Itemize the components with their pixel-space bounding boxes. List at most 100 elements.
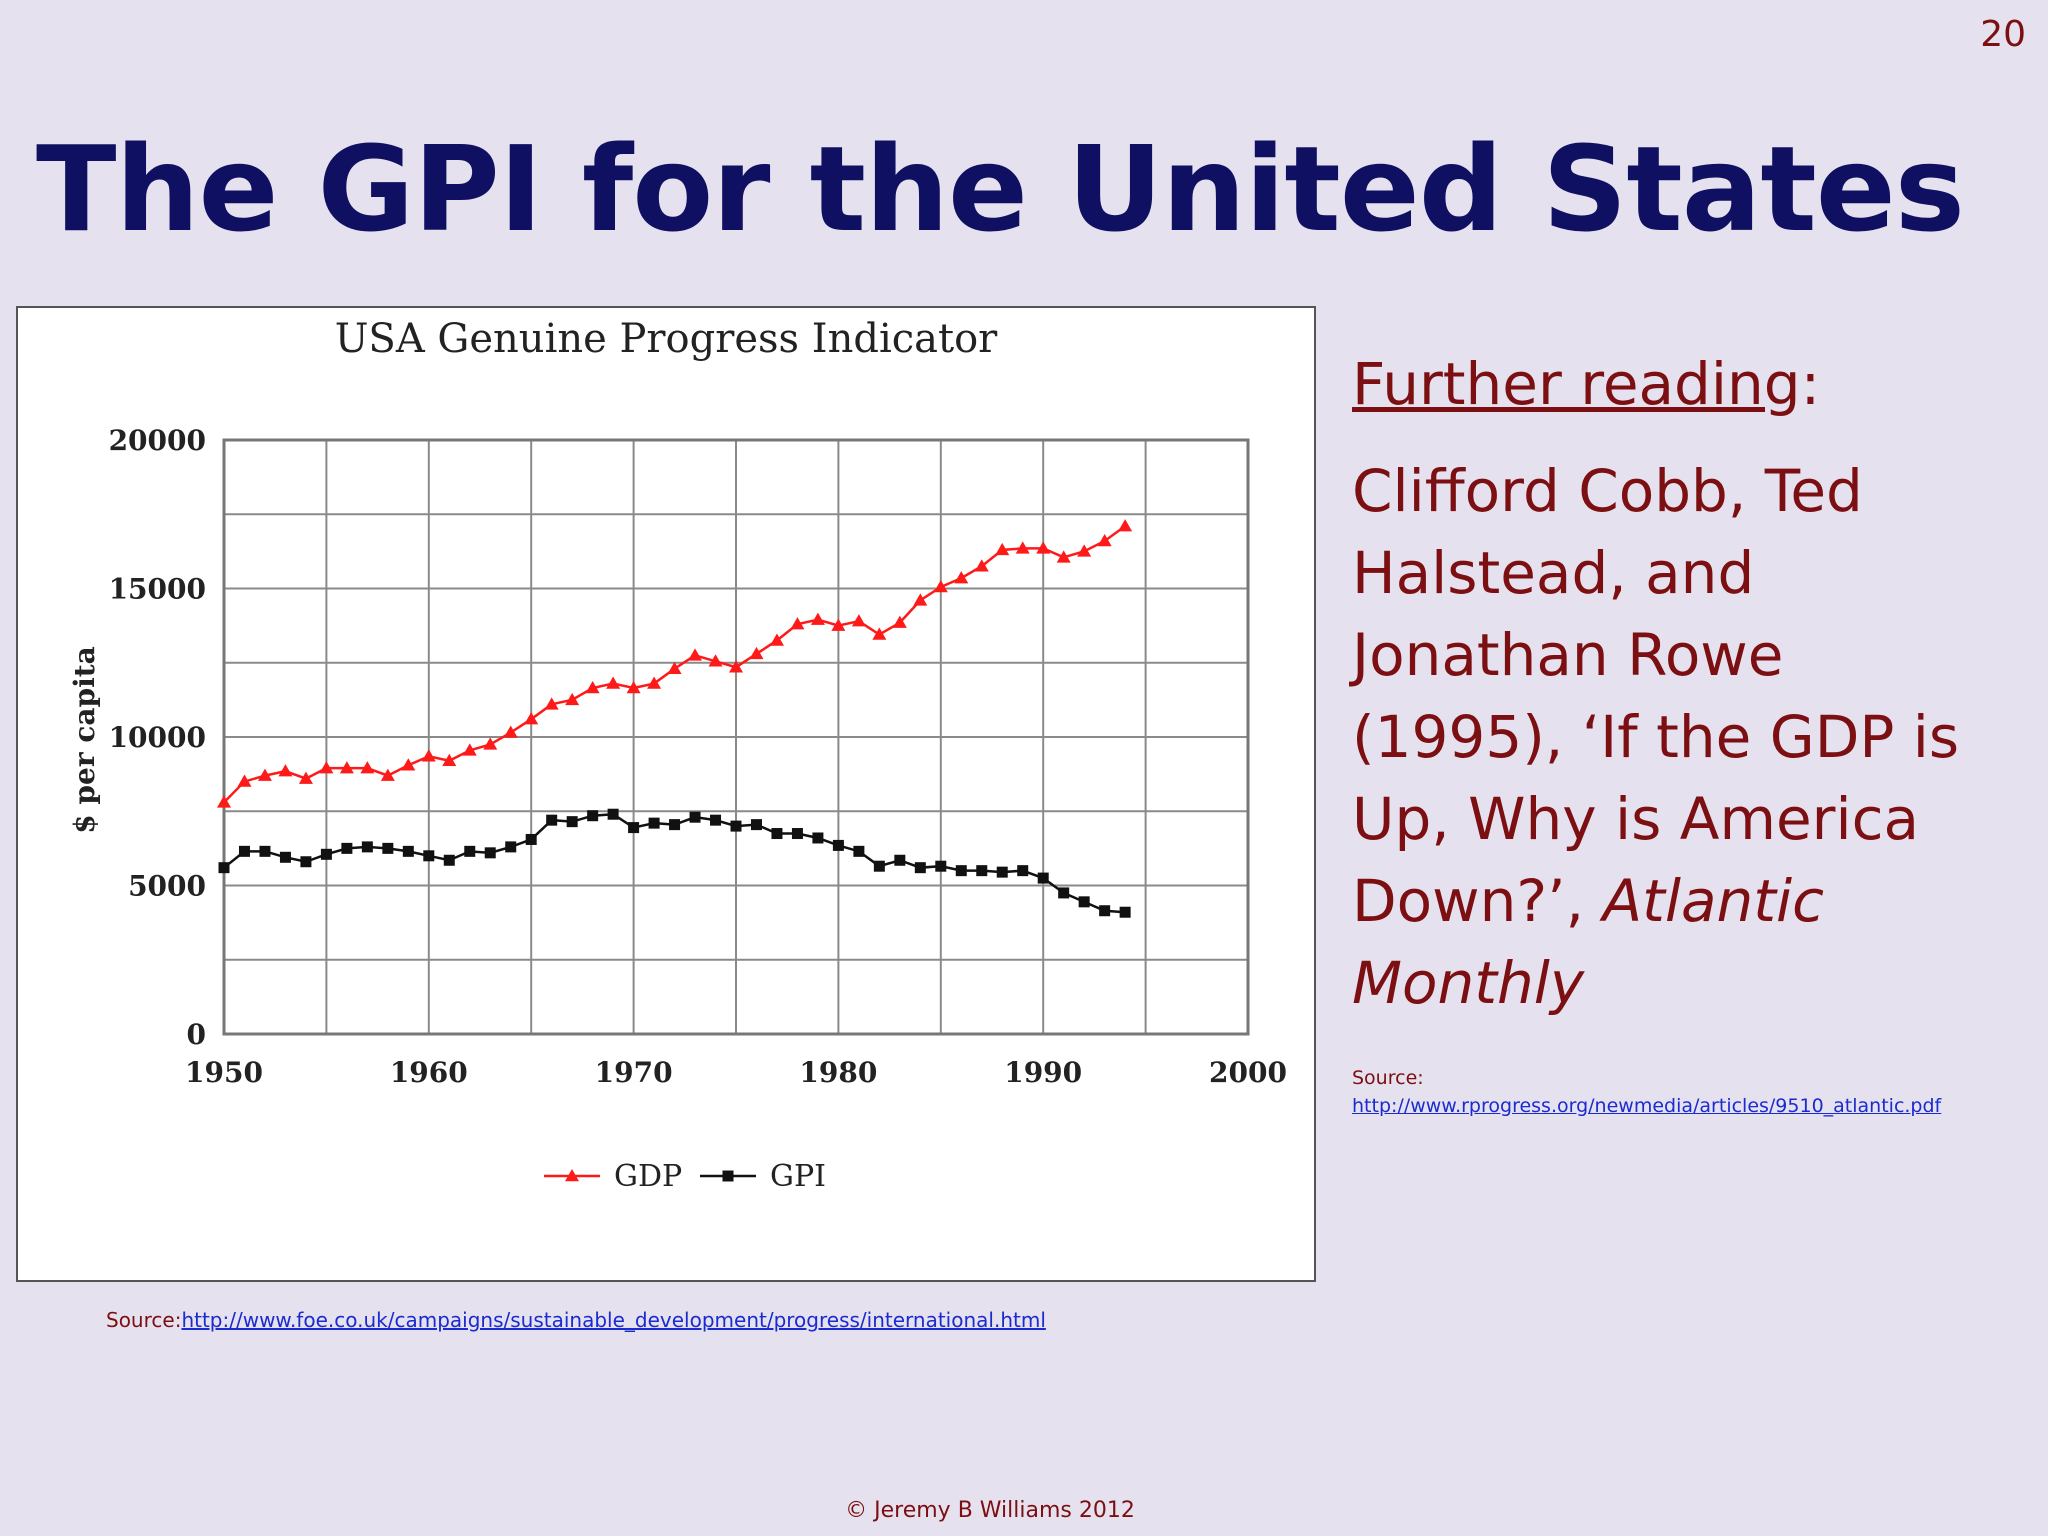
gpi-point — [279, 851, 291, 863]
gpi-point — [525, 833, 537, 845]
legend-marker-gpi — [722, 1170, 734, 1182]
gdp-point — [503, 725, 518, 738]
x-tick-label: 1980 — [799, 1056, 877, 1089]
further-reading: Further reading: Clifford Cobb, Ted Hals… — [1352, 350, 1992, 1024]
gpi-point — [320, 848, 332, 860]
gdp-point — [380, 768, 395, 781]
gpi-point — [464, 845, 476, 857]
grid — [222, 438, 1250, 1036]
gdp-point — [1036, 541, 1051, 554]
gdp-point — [954, 571, 969, 584]
gpi-point — [361, 841, 373, 853]
gpi-point — [1119, 906, 1131, 918]
gdp-point — [524, 712, 539, 725]
gpi-point — [1058, 887, 1070, 899]
gpi-point — [484, 847, 496, 859]
gpi-point — [669, 819, 681, 831]
gdp-point — [298, 771, 313, 784]
gpi-point — [710, 814, 722, 826]
citation-journal: Atlantic Monthly — [1352, 867, 1825, 1017]
gpi-point — [300, 856, 312, 868]
gdp-point — [626, 680, 641, 694]
gpi-point — [689, 811, 701, 823]
gdp-point — [1097, 533, 1112, 547]
gdp-point — [749, 646, 764, 660]
gdp-point — [769, 633, 784, 646]
legend-label-gpi: GPI — [770, 1159, 826, 1194]
gdp-point — [1077, 544, 1092, 557]
gdp-point — [995, 542, 1010, 556]
x-tick-label: 1970 — [595, 1056, 673, 1089]
gpi-point — [1037, 872, 1049, 884]
further-reading-heading-text: Further reading — [1352, 350, 1801, 418]
slide-number: 20 — [1980, 14, 2026, 55]
x-tick-label: 1990 — [1004, 1056, 1082, 1089]
y-tick-label: 5000 — [128, 870, 206, 903]
gpi-point — [628, 822, 640, 834]
gpi-point — [218, 862, 230, 874]
chart-source-prefix: Source: — [106, 1308, 182, 1332]
gpi-series — [218, 808, 1131, 918]
reading-source-label: Source: — [1352, 1067, 1424, 1089]
gdp-point — [442, 753, 457, 767]
reading-source: Source: http://www.rprogress.org/newmedi… — [1352, 1064, 2032, 1120]
gpi-point — [832, 839, 844, 851]
gpi-point — [423, 850, 435, 862]
gdp-point — [851, 614, 866, 627]
citation-text: Clifford Cobb, Ted Halstead, and Jonatha… — [1352, 457, 1960, 935]
gdp-point — [462, 743, 477, 756]
page-title: The GPI for the United States — [35, 120, 1965, 258]
gpi-point — [935, 860, 947, 872]
gpi-point — [648, 817, 660, 829]
gdp-point — [421, 749, 436, 762]
gpi-point — [873, 860, 885, 872]
gpi-point — [259, 845, 271, 857]
gpi-point — [771, 828, 783, 840]
y-tick-label: 0 — [187, 1018, 206, 1051]
gdp-point — [647, 676, 662, 689]
y-axis-label: $ per capita — [68, 646, 101, 834]
gdp-point — [667, 661, 682, 674]
y-tick-label: 15000 — [109, 573, 206, 606]
gpi-point — [894, 854, 906, 866]
reading-source-link[interactable]: http://www.rprogress.org/newmedia/articl… — [1352, 1095, 1942, 1117]
gdp-point — [1015, 541, 1030, 554]
x-tick-label: 1960 — [390, 1056, 468, 1089]
gpi-point — [566, 816, 578, 828]
gdp-point — [790, 617, 805, 630]
chart-source-link[interactable]: http://www.foe.co.uk/campaigns/sustainab… — [181, 1308, 1046, 1332]
gpi-point — [382, 842, 394, 854]
gdp-point — [688, 648, 703, 661]
gdp-point — [237, 774, 252, 787]
gpi-point — [955, 865, 967, 877]
gpi-point — [341, 842, 353, 854]
gpi-point — [853, 845, 865, 857]
gdp-point — [278, 764, 293, 777]
gpi-point — [238, 845, 250, 857]
gdp-point — [565, 692, 580, 706]
gpi-line-chart: USA Genuine Progress Indicator 1950 1960 1… — [68, 316, 1287, 1194]
gdp-point — [544, 697, 559, 710]
legend-marker-gdp — [565, 1169, 579, 1182]
gdp-point — [729, 660, 743, 673]
gdp-point — [217, 795, 231, 808]
gpi-point — [443, 854, 455, 866]
y-tick-label: 10000 — [109, 721, 206, 754]
legend: GDP GPI — [544, 1159, 826, 1194]
gdp-point — [892, 615, 907, 628]
gpi-point — [505, 841, 517, 853]
gpi-point — [1099, 905, 1111, 917]
gdp-series — [217, 519, 1133, 808]
gpi-point — [546, 814, 558, 826]
gdp-point — [319, 761, 334, 774]
gdp-point — [933, 580, 948, 593]
further-reading-heading: Further reading: — [1352, 350, 1992, 418]
y-tick-label: 20000 — [109, 424, 206, 457]
gpi-point — [730, 820, 742, 832]
gdp-point — [913, 593, 928, 606]
gdp-point — [1056, 550, 1071, 563]
tick-labels: 1950 1960 1970 1980 1990 20000500010000150002… — [109, 424, 1287, 1089]
gdp-point — [810, 612, 825, 625]
gpi-point — [750, 819, 762, 831]
gdp-point — [585, 680, 600, 694]
